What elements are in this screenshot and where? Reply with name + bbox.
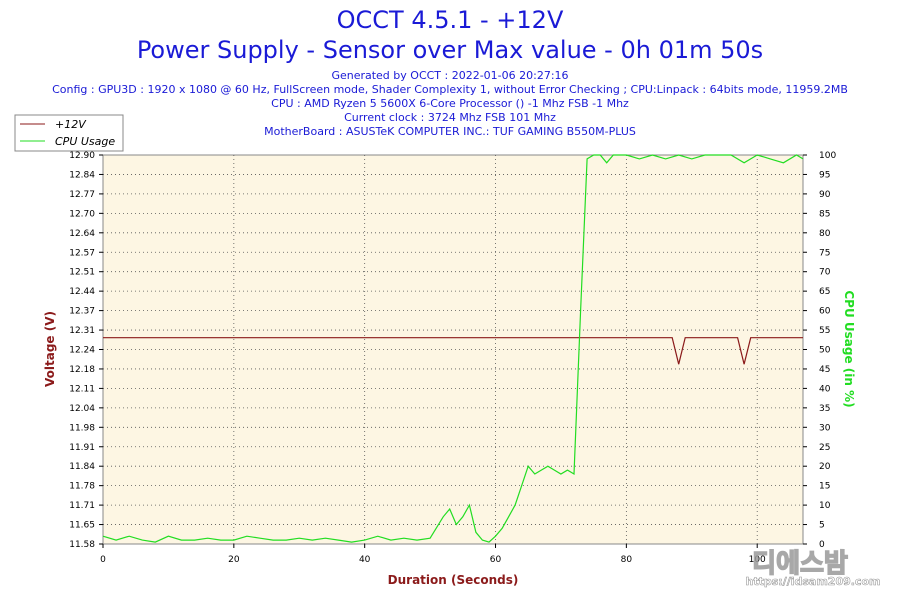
cpu-info: CPU : AMD Ryzen 5 5600X 6-Core Processor… [271, 97, 629, 110]
watermark: 디에스밤 https://idsam209.com [745, 548, 881, 588]
y2-tick-label: 85 [819, 209, 830, 219]
y-tick-label: 12.51 [69, 268, 95, 278]
y-tick-label: 12.64 [69, 229, 95, 239]
y2-tick-label: 65 [819, 287, 830, 297]
y-tick-label: 11.84 [69, 462, 95, 472]
y2-tick-label: 25 [819, 443, 830, 453]
y-tick-label: 12.11 [69, 384, 95, 394]
y-tick-label: 11.98 [69, 423, 95, 433]
y2-tick-label: 15 [819, 482, 830, 492]
legend-label-voltage: +12V [55, 118, 87, 131]
series-line-cpu-usage [102, 154, 804, 543]
y-tick-label: 12.04 [69, 404, 95, 414]
y2-tick-label: 45 [819, 365, 830, 375]
config-info: Config : GPU3D : 1920 x 1080 @ 60 Hz, Fu… [52, 83, 848, 96]
y-tick-label: 12.77 [69, 190, 95, 200]
y2-tick-label: 5 [819, 521, 825, 531]
y2-tick-label: 90 [819, 190, 831, 200]
y2-tick-label: 100 [819, 151, 836, 161]
y-tick-label: 11.58 [69, 540, 95, 550]
y2-tick-label: 0 [819, 540, 825, 550]
y-tick-label: 12.84 [69, 170, 95, 180]
y2-tick-label: 70 [819, 268, 831, 278]
y-tick-label: 12.70 [69, 209, 95, 219]
x-tick-label: 0 [100, 555, 106, 565]
y2-tick-label: 75 [819, 248, 830, 258]
y-tick-label: 11.91 [69, 443, 95, 453]
y2-tick-label: 80 [819, 229, 831, 239]
y2-tick-label: 50 [819, 346, 831, 356]
y2-tick-label: 30 [819, 423, 831, 433]
motherboard-info: MotherBoard : ASUSTeK COMPUTER INC.: TUF… [264, 125, 636, 138]
y-tick-label: 11.71 [69, 501, 95, 511]
y2-tick-label: 20 [819, 462, 831, 472]
generated-info: Generated by OCCT : 2022-01-06 20:27:16 [331, 69, 569, 82]
y-axis-ticks: 11.58 11.65 11.71 11.78 11.84 11.91 11.98 12.04… [69, 151, 103, 550]
y-tick-label: 12.18 [69, 365, 95, 375]
chart-subtitle: Power Supply - Sensor over Max value - 0… [136, 36, 764, 64]
y2-axis-label: CPU Usage (in %) [842, 290, 856, 407]
legend-label-cpu: CPU Usage [55, 135, 115, 148]
x-tick-label: 60 [490, 555, 502, 565]
x-axis-label: Duration (Seconds) [388, 573, 519, 587]
legend: +12V CPU Usage [14, 114, 124, 152]
series-group [102, 154, 804, 543]
y2-tick-label: 60 [819, 307, 831, 317]
x-tick-label: 20 [228, 555, 240, 565]
y2-tick-label: 55 [819, 326, 830, 336]
watermark-url: https://idsam209.com [746, 575, 881, 588]
x-tick-label: 80 [621, 555, 633, 565]
watermark-brand: 디에스밤 [752, 549, 848, 579]
y-tick-label: 12.44 [69, 287, 95, 297]
x-tick-label: 100 [749, 555, 766, 565]
y-tick-label: 12.57 [69, 248, 95, 258]
y2-tick-label: 95 [819, 170, 830, 180]
y-tick-label: 12.31 [69, 326, 95, 336]
chart-title: OCCT 4.5.1 - +12V [336, 6, 564, 34]
y-axis-label: Voltage (V) [43, 311, 57, 387]
y2-tick-label: 10 [819, 501, 831, 511]
series-line-voltage [103, 337, 803, 365]
y-tick-label: 12.90 [69, 151, 95, 161]
y2-axis-ticks: 0 5 10 15 20 25 30 35 40 45 50 55 60 65 70 75 80 85 90 95 10… [803, 151, 836, 550]
y-tick-label: 12.37 [69, 307, 95, 317]
y2-tick-label: 35 [819, 404, 830, 414]
legend-box [14, 114, 124, 152]
y-tick-label: 11.65 [69, 521, 95, 531]
clock-info: Current clock : 3724 Mhz FSB 101 Mhz [344, 111, 556, 124]
y-tick-label: 11.78 [69, 482, 95, 492]
x-axis-ticks: 0 20 40 60 80 100 [100, 544, 766, 565]
y2-tick-label: 40 [819, 384, 831, 394]
grid [103, 155, 803, 544]
x-tick-label: 40 [359, 555, 371, 565]
y-tick-label: 12.24 [69, 346, 95, 356]
